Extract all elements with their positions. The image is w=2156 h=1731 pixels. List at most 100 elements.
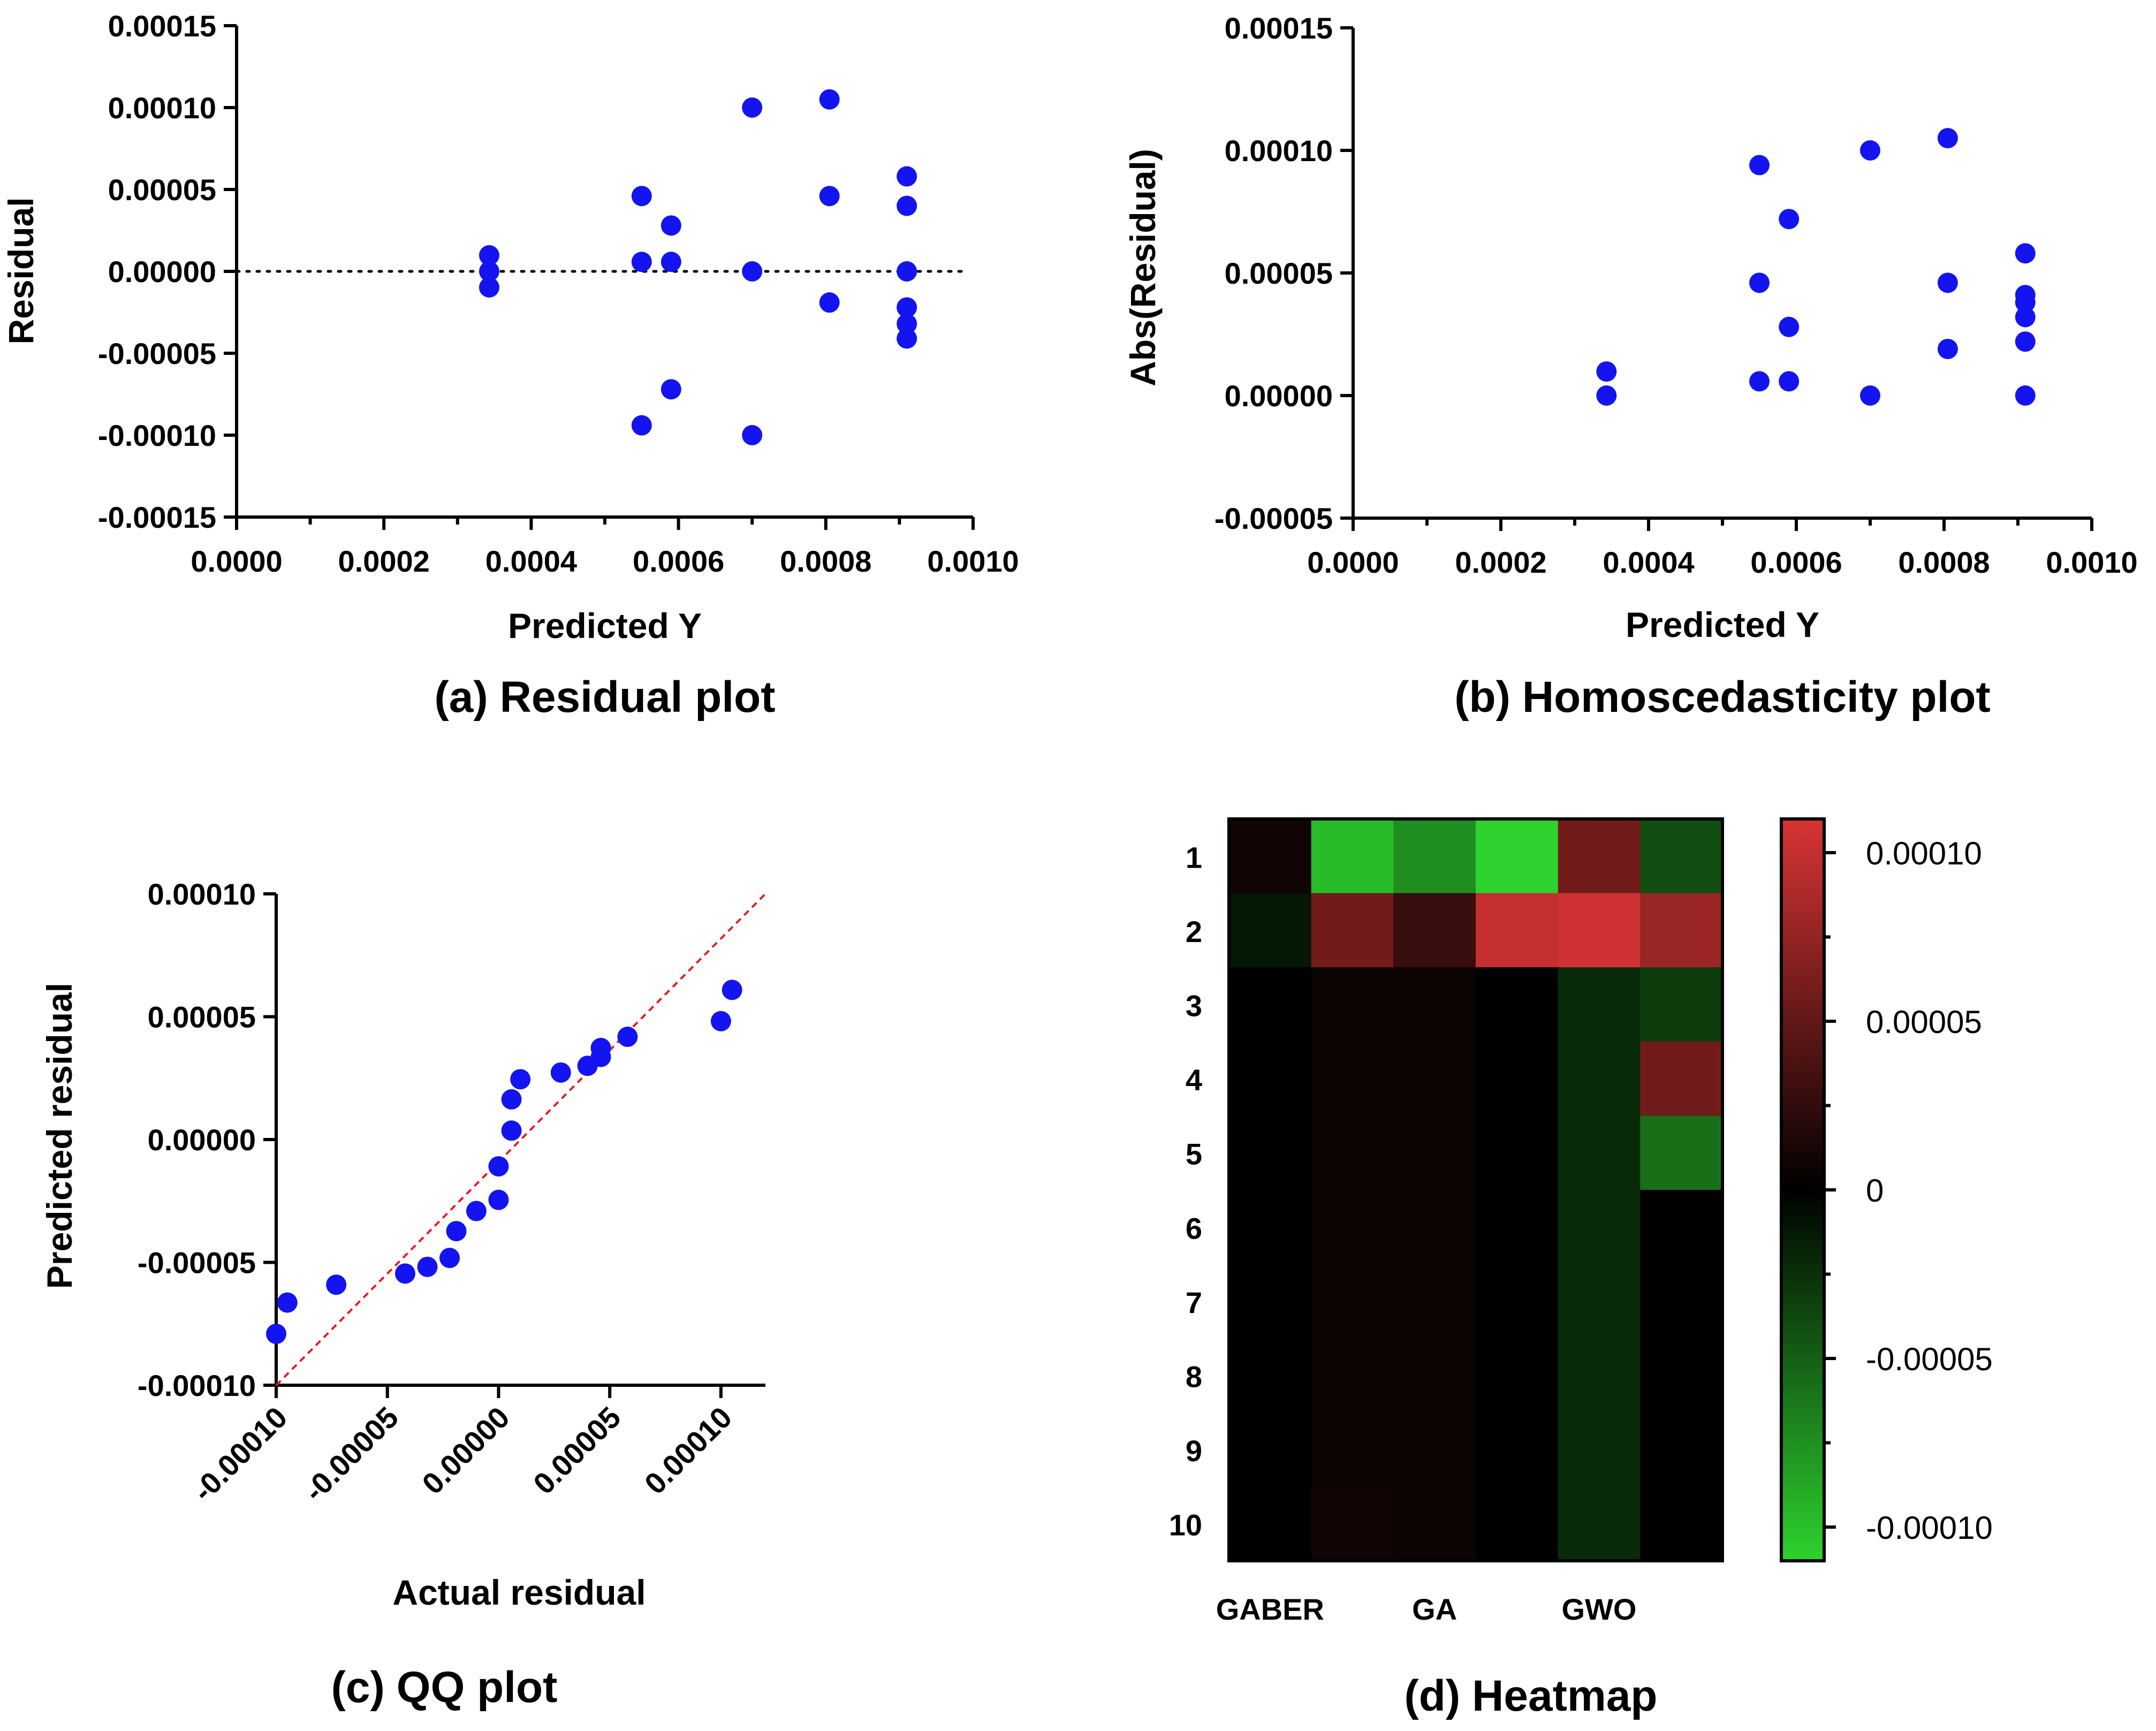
panel-c-data-point — [550, 1062, 571, 1083]
panel-c-data-point — [501, 1120, 522, 1141]
heatmap-row-label: 5 — [1186, 1137, 1202, 1171]
panel-b-data-point — [2015, 307, 2036, 328]
panel-b-data-point — [1749, 272, 1770, 293]
panel-c-x-tick-label: 0.00000 — [415, 1400, 516, 1501]
heatmap-cell — [1558, 1190, 1641, 1265]
panel-c-x-axis-label: Actual residual — [392, 1573, 646, 1612]
panel-a-data-point — [661, 215, 681, 236]
heatmap-row-label: 10 — [1169, 1508, 1202, 1542]
panel-c-data-point — [617, 1027, 638, 1047]
heatmap-cell — [1393, 1412, 1476, 1487]
panel-c-caption-text: QQ plot — [397, 1663, 558, 1712]
panel-b-x-tick-label: 0.0010 — [2046, 545, 2137, 579]
heatmap-frame — [1227, 817, 1724, 1562]
panel-c-data-point — [394, 1263, 415, 1284]
heatmap-cell — [1311, 1190, 1394, 1265]
heatmap-row-label: 1 — [1186, 840, 1202, 874]
panel-a-data-point — [661, 252, 681, 272]
panel-b-data-point — [2015, 243, 2036, 264]
heatmap-cell — [1229, 967, 1312, 1042]
panel-a-data-point — [479, 261, 499, 282]
panel-a-y-tick-label: 0.00010 — [108, 91, 216, 125]
heatmap-cell — [1393, 1486, 1476, 1561]
panel-a-data-point — [661, 379, 681, 400]
panel-a-y-axis-label: Residual — [1, 197, 41, 344]
panel-b-data-point — [1860, 140, 1880, 161]
panel-a-data-point — [897, 261, 917, 282]
panel-c-qq-plot: -0.00010-0.000050.000000.000050.00010-0.… — [40, 877, 766, 1712]
panel-c-marks: -0.00010-0.000050.000000.000050.00010-0.… — [138, 877, 766, 1508]
heatmap-cell — [1558, 819, 1641, 894]
heatmap-row-label: 7 — [1186, 1286, 1202, 1319]
panel-d-caption-tag: (d) — [1404, 1672, 1460, 1720]
panel-a-marks: -0.00015 -0.00010 -0.00005 0.00000 0.00005 0.… — [98, 9, 1019, 578]
panel-c-x-tick-label: -0.00005 — [297, 1400, 405, 1508]
panel-a-x-axis-label: Predicted Y — [508, 606, 702, 646]
panel-a-data-point — [897, 166, 917, 187]
heatmap-cell — [1640, 1115, 1723, 1190]
heatmap-cell — [1640, 1190, 1723, 1265]
panel-c-y-tick-label: 0.00010 — [148, 877, 256, 911]
panel-c-identity-reference-line — [275, 893, 766, 1386]
panel-a-data-point — [631, 186, 652, 207]
heatmap-cell — [1640, 1412, 1723, 1487]
panel-d-caption-text: Heatmap — [1472, 1672, 1657, 1720]
heatmap-row-label: 3 — [1186, 989, 1202, 1023]
panel-c-y-tick-label: -0.00005 — [138, 1246, 256, 1280]
heatmap-cell — [1229, 1190, 1312, 1265]
panel-b-data-point — [2015, 385, 2036, 406]
panel-c-data-point — [446, 1221, 467, 1242]
heatmap-row-label: 6 — [1186, 1211, 1202, 1245]
panel-a-x-tick-label: 0.0000 — [191, 544, 282, 578]
panel-b-y-tick-label: -0.00005 — [1214, 502, 1333, 535]
panel-c-data-point — [710, 1011, 731, 1031]
heatmap-cell — [1393, 1190, 1476, 1265]
panel-a-y-tick-label: -0.00005 — [98, 337, 216, 370]
panel-d-heatmap: 1 2 3 4 5 6 7 8 9 10 GABER GA GWO 0.00010 0.00005 0 -0.0… — [1169, 817, 1993, 1720]
colorbar-tick-label: -0.00010 — [1866, 1510, 1993, 1546]
panel-a-data-point — [631, 415, 652, 436]
heatmap-column-label: GA — [1412, 1592, 1457, 1626]
panel-a-data-point — [819, 186, 840, 207]
heatmap-row-label: 4 — [1186, 1063, 1202, 1097]
heatmap-cell — [1640, 1338, 1723, 1413]
heatmap-row-label: 2 — [1186, 915, 1202, 948]
panel-b-homoscedasticity-plot: -0.00005 0.00000 0.00005 0.00010 0.00015 0.00… — [1123, 11, 2138, 722]
panel-b-x-tick-label: 0.0000 — [1307, 545, 1399, 579]
heatmap-cell — [1476, 967, 1559, 1042]
heatmap-cell — [1476, 1264, 1559, 1339]
colorbar-tick-label: 0.00010 — [1866, 836, 1982, 871]
panel-b-data-point — [1779, 316, 1800, 337]
heatmap-cell — [1640, 1264, 1723, 1339]
panel-c-x-tick-label: 0.00010 — [638, 1400, 739, 1501]
panel-a-y-tick-label: -0.00015 — [98, 500, 216, 534]
heatmap-cell — [1311, 967, 1394, 1042]
heatmap-cell — [1476, 1190, 1559, 1265]
heatmap-cell — [1311, 1338, 1394, 1413]
panel-a-data-point — [897, 297, 917, 318]
panel-c-data-point — [501, 1089, 522, 1110]
panel-b-data-point — [2015, 292, 2036, 313]
heatmap-cell — [1476, 893, 1559, 968]
panel-c-data-point — [466, 1201, 487, 1221]
panel-a-data-point — [897, 328, 917, 349]
panel-c-data-point — [590, 1037, 611, 1058]
colorbar-tick-label: 0 — [1866, 1173, 1884, 1209]
heatmap-cell — [1229, 819, 1312, 894]
panel-c-y-tick-label: -0.00010 — [138, 1369, 256, 1402]
colorbar-tick-label: 0.00005 — [1866, 1004, 1982, 1040]
panel-b-data-point — [1860, 385, 1880, 406]
heatmap-cell — [1558, 1486, 1641, 1561]
panel-b-caption-text: Homoscedasticity plot — [1522, 673, 1991, 722]
panel-c-data-point — [326, 1274, 347, 1295]
panel-c-caption-tag: (c) — [331, 1663, 385, 1712]
heatmap-cell — [1229, 893, 1312, 968]
heatmap-cell — [1476, 1412, 1559, 1487]
panel-a-data-point — [819, 292, 840, 313]
heatmap-column-label: GWO — [1562, 1592, 1637, 1626]
heatmap-cell — [1558, 1115, 1641, 1190]
heatmap-cell — [1393, 1041, 1476, 1116]
heatmap-cell — [1476, 1115, 1559, 1190]
panel-a-data-point — [742, 97, 763, 118]
panel-a-y-tick-label: 0.00005 — [108, 173, 216, 207]
